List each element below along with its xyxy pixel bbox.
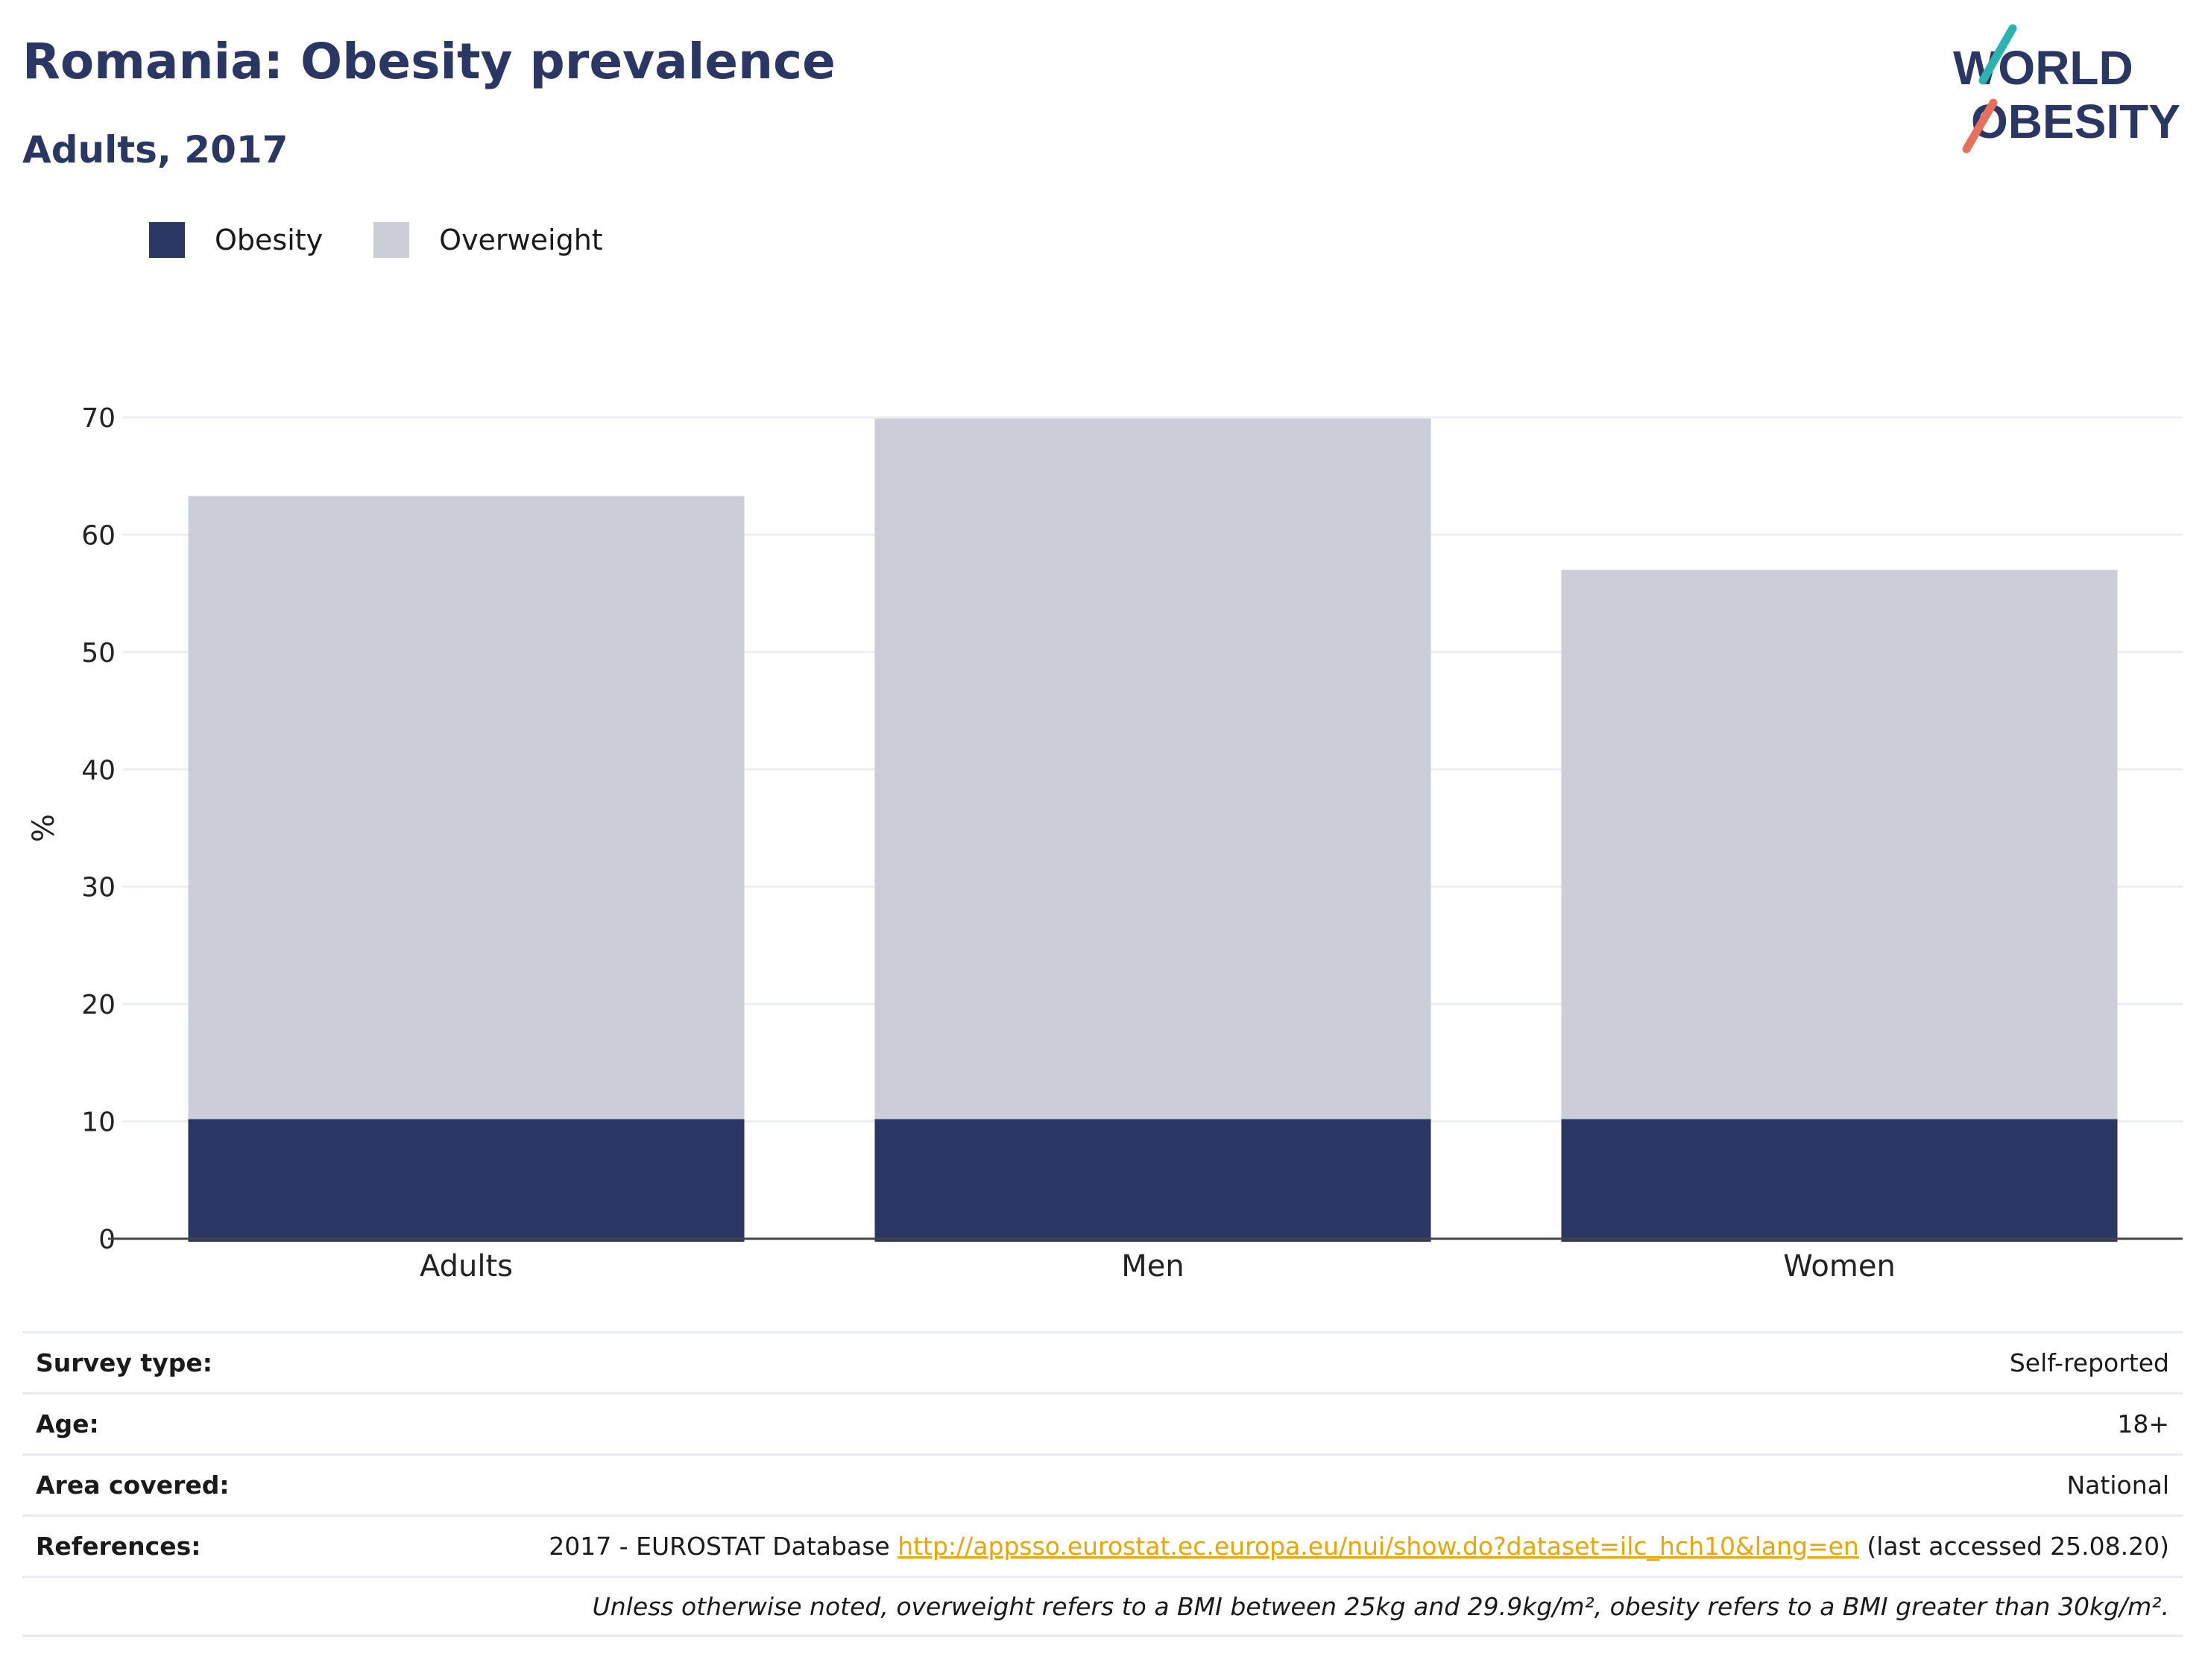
bar-overweight-men: [874, 418, 1431, 1120]
area-covered-label: Area covered:: [36, 1471, 230, 1500]
info-table: Survey type: Self-reported Age: 18+ Area…: [22, 1331, 2183, 1637]
y-tick-label: 60: [81, 520, 116, 551]
info-row-references: References: 2017 - EUROSTAT Database htt…: [22, 1515, 2183, 1576]
legend-label-obesity: Obesity: [215, 224, 324, 256]
bar-obesity-adults: [188, 1119, 745, 1242]
svg-text:OBESITY: OBESITY: [1971, 95, 2180, 148]
bar-chart: 0 10 20 30 40 50 60 70% Adults Men Women: [27, 403, 2183, 1283]
bar-obesity-men: [874, 1119, 1431, 1242]
y-tick-label: 20: [81, 990, 116, 1020]
info-row-note: Unless otherwise noted, overweight refer…: [22, 1576, 2183, 1637]
survey-type-value: Self-reported: [2009, 1348, 2169, 1377]
area-covered-value: National: [2066, 1471, 2169, 1500]
chart-legend: Obesity Overweight: [149, 222, 654, 258]
y-tick-label: 50: [81, 638, 116, 669]
age-label: Age:: [36, 1409, 99, 1439]
bar-overweight-adults: [188, 496, 745, 1120]
x-tick-label: Adults: [420, 1249, 513, 1283]
age-value: 18+: [2117, 1409, 2169, 1439]
ref-prefix: 2017 - EUROSTAT Database: [549, 1532, 898, 1561]
legend-swatch-overweight: [373, 222, 410, 258]
x-tick-label: Men: [1121, 1249, 1184, 1283]
legend-item-obesity[interactable]: Obesity: [149, 222, 323, 258]
bar-overweight-women: [1561, 569, 2118, 1120]
y-tick-label: 40: [81, 755, 116, 786]
svg-text:WORLD: WORLD: [1953, 41, 2133, 95]
y-tick-label: 30: [81, 873, 116, 903]
x-tick-label: Women: [1783, 1249, 1896, 1283]
y-tick-label: 70: [81, 403, 116, 434]
reference-link[interactable]: http://appsso.eurostat.ec.europa.eu/nui/…: [898, 1532, 1859, 1561]
y-tick-label: 0: [98, 1225, 116, 1255]
legend-label-overweight: Overweight: [439, 224, 603, 256]
info-row-age: Age: 18+: [22, 1392, 2183, 1453]
legend-swatch-obesity: [149, 222, 185, 258]
references-value: 2017 - EUROSTAT Database http://appsso.e…: [549, 1532, 2169, 1561]
world-obesity-logo: WORLD OBESITY: [1953, 24, 2180, 154]
bmi-note: Unless otherwise noted, overweight refer…: [592, 1591, 2169, 1621]
y-tick-label: 10: [81, 1108, 116, 1138]
survey-type-label: Survey type:: [36, 1348, 212, 1377]
y-axis-label: %: [27, 814, 61, 842]
bar-obesity-women: [1561, 1119, 2118, 1242]
ref-suffix: (last accessed 25.08.20): [1858, 1532, 2169, 1561]
chart-title: Romania: Obesity prevalence: [22, 33, 836, 90]
info-row-survey: Survey type: Self-reported: [22, 1331, 2183, 1392]
chart-subtitle: Adults, 2017: [22, 128, 288, 171]
info-row-area: Area covered: National: [22, 1453, 2183, 1515]
references-label: References:: [36, 1532, 201, 1561]
legend-item-overweight[interactable]: Overweight: [373, 222, 603, 258]
